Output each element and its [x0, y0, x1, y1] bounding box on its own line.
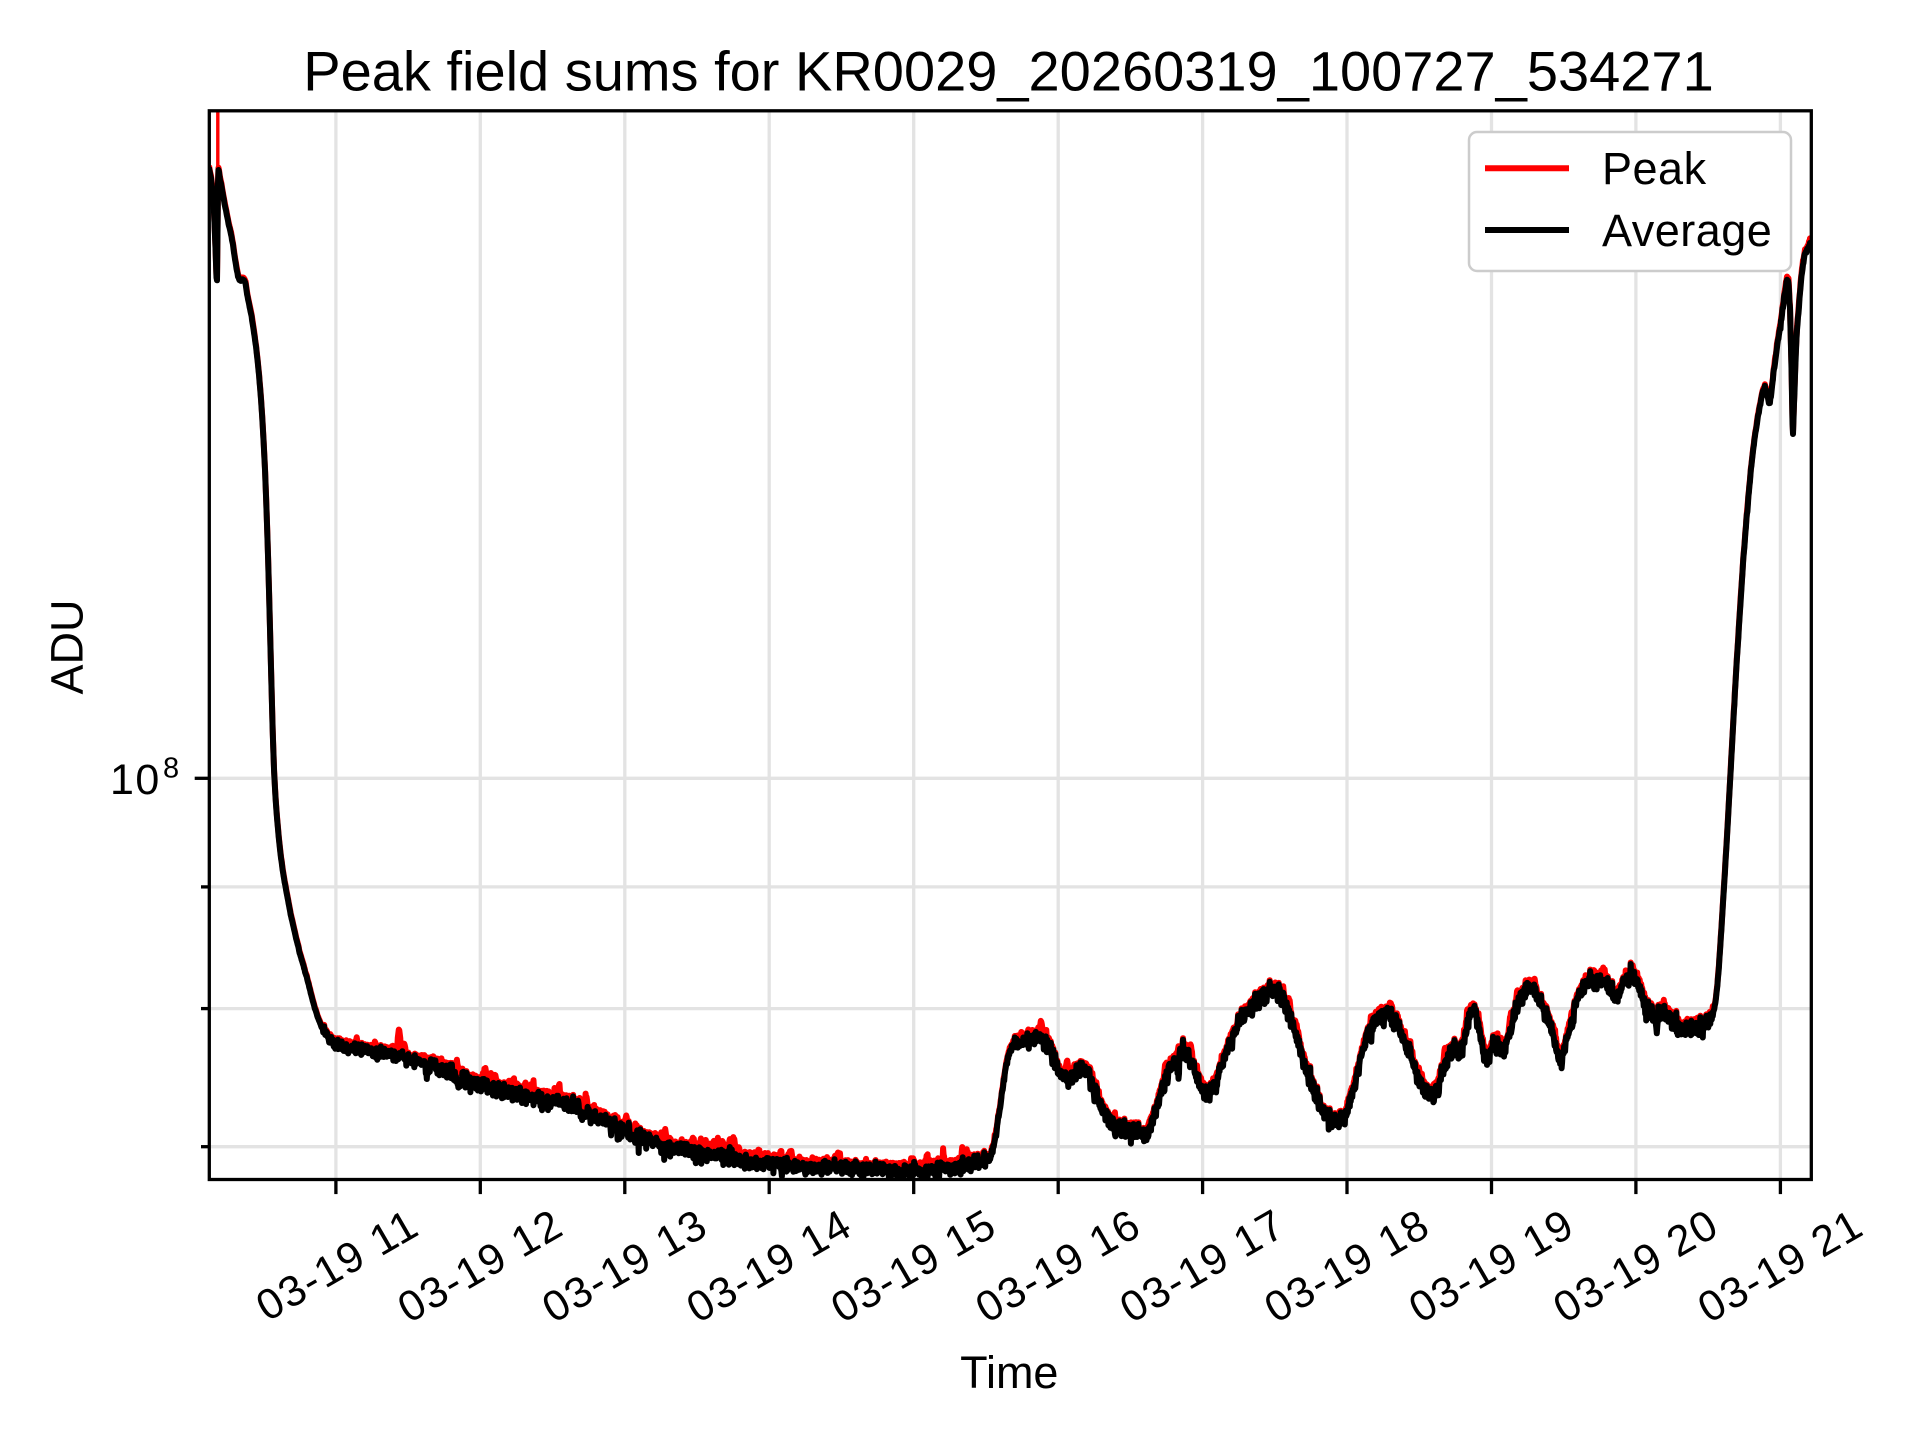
svg-text:ADU: ADU — [42, 599, 93, 694]
svg-text:Peak: Peak — [1602, 143, 1707, 194]
svg-text:Peak field sums for KR0029_202: Peak field sums for KR0029_20260319_1007… — [303, 40, 1713, 103]
svg-text:8: 8 — [163, 753, 179, 785]
svg-text:Time: Time — [960, 1347, 1058, 1398]
svg-text:10: 10 — [110, 756, 161, 804]
svg-text:Average: Average — [1602, 205, 1772, 256]
